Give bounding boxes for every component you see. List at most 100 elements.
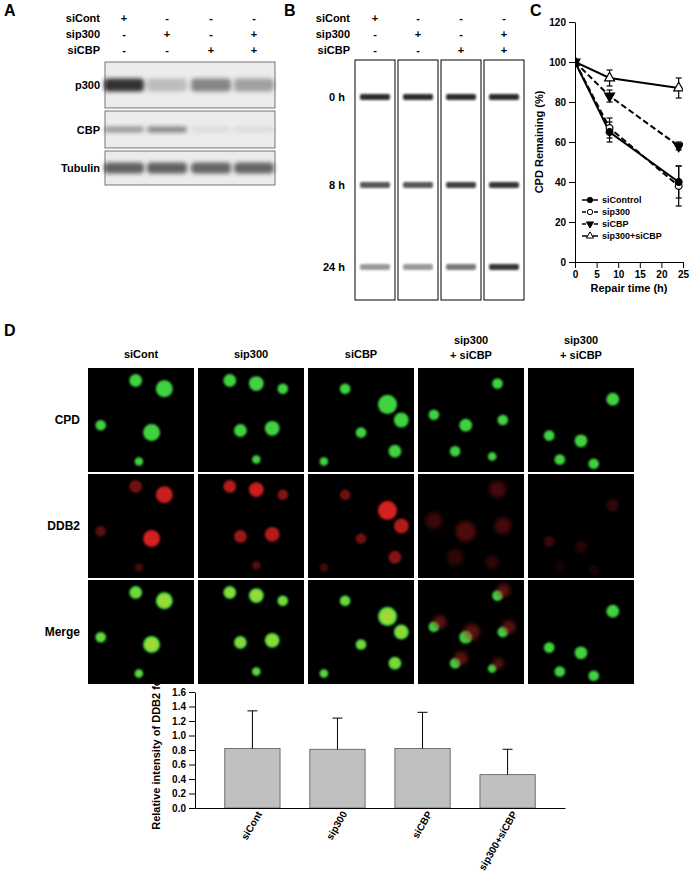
- merge-overlap: [225, 587, 235, 597]
- marker: [674, 82, 683, 91]
- ddb2-spot: [252, 561, 260, 569]
- tick-mark: [640, 262, 641, 268]
- tick-label: 0.2: [172, 788, 186, 799]
- tick-mark: [569, 142, 575, 143]
- error-bar: [676, 166, 682, 198]
- blot-band: [234, 79, 274, 92]
- blot-band: [147, 79, 187, 92]
- series-line: [575, 62, 679, 146]
- slot-band: [446, 264, 476, 270]
- error-bar: [503, 749, 513, 774]
- row-label: CPD: [55, 413, 81, 427]
- slot-band: [403, 182, 433, 188]
- cpd-spot: [156, 380, 173, 397]
- error-cap: [676, 205, 682, 206]
- cpd-spot: [588, 670, 599, 681]
- cpd-spot: [389, 445, 402, 458]
- merge-overlap: [135, 670, 142, 677]
- tick: 5: [594, 262, 600, 280]
- tick-label: 120: [549, 17, 566, 28]
- tick-label: 0.0: [172, 803, 186, 814]
- series-line: [575, 62, 679, 186]
- tick-label: sip300+siCBP: [477, 809, 520, 872]
- ddb2-spot: [340, 490, 351, 501]
- tick-label: 80: [555, 97, 567, 108]
- legend-marker: [586, 232, 593, 238]
- sign: -: [502, 12, 506, 24]
- micrograph-bg: [198, 580, 304, 684]
- ddb2-spot: [588, 564, 599, 575]
- sign: -: [373, 44, 377, 56]
- cpd-spot: [278, 384, 289, 395]
- error-cap: [676, 141, 682, 142]
- condition-label: siCont: [66, 12, 101, 24]
- axis-title: Relative intensity of DDB2 foci: [150, 670, 162, 830]
- cpd-spot: [252, 667, 260, 675]
- tick: 0: [573, 262, 579, 280]
- slot-band: [489, 264, 519, 270]
- tick: 0.4: [172, 774, 195, 785]
- slot-band: [446, 94, 476, 100]
- error-cap: [607, 121, 613, 122]
- panel-letter: C: [530, 2, 542, 19]
- merge-overlap: [250, 590, 262, 602]
- series-line: [575, 62, 679, 182]
- cpd-spot: [320, 669, 328, 677]
- slot-band: [360, 94, 390, 100]
- sign: -: [459, 28, 463, 40]
- sign: +: [501, 44, 507, 56]
- condition-label: sip300: [316, 28, 350, 40]
- merge-red: [497, 584, 511, 598]
- cpd-spot: [606, 393, 619, 406]
- marker: [674, 143, 683, 152]
- error-bar: [418, 712, 428, 748]
- sign: -: [165, 12, 169, 24]
- ddb2-spot: [485, 556, 499, 570]
- sign: -: [373, 28, 377, 40]
- y-axis: 020406080100120: [549, 17, 575, 268]
- merge-overlap: [395, 626, 407, 638]
- column-label: siCont: [124, 348, 159, 360]
- panel-c: 0510152025020406080100120Repair time (h)…: [533, 17, 689, 294]
- tick-mark: [569, 62, 575, 63]
- ddb2-spot: [425, 512, 442, 529]
- marker: [675, 179, 682, 186]
- cpd-spot: [129, 586, 142, 599]
- sign: +: [164, 28, 170, 40]
- column-label: sip300: [234, 348, 268, 360]
- cpd-spot: [544, 642, 555, 653]
- axis-line: [576, 262, 684, 263]
- blot-band: [104, 163, 144, 174]
- bar: [395, 749, 450, 808]
- blot-band: [234, 163, 274, 174]
- cpd-spot: [95, 632, 106, 643]
- blot-lane: [355, 60, 395, 300]
- micrograph-bg: [308, 368, 414, 472]
- tick-mark: [575, 262, 576, 268]
- blot-band: [191, 79, 231, 92]
- column-label: siCBP: [345, 348, 377, 360]
- plot-area: [575, 56, 683, 206]
- marker: [605, 93, 615, 102]
- cpd-spot: [429, 410, 440, 421]
- ddb2-spot: [489, 481, 506, 498]
- axis-line: [196, 808, 566, 809]
- ddb2-spot: [320, 563, 328, 571]
- cpd-spot: [488, 452, 496, 460]
- tick-label: siCBP: [410, 809, 434, 840]
- slot-band: [489, 182, 519, 188]
- slot-band: [403, 94, 433, 100]
- tick-label: 10: [613, 269, 625, 280]
- marker: [605, 72, 615, 81]
- ddb2-spot: [143, 530, 160, 547]
- tick: 10: [613, 262, 625, 280]
- tick-mark: [569, 22, 575, 23]
- ddb2-spot: [223, 480, 236, 493]
- cpd-spot: [356, 639, 367, 650]
- micrograph-bg: [528, 580, 634, 684]
- time-label: 24 h: [323, 261, 345, 273]
- cpd-spot: [356, 427, 367, 438]
- tick-mark: [569, 182, 575, 183]
- cpd-spot: [498, 415, 509, 426]
- tick-mark: [189, 692, 195, 693]
